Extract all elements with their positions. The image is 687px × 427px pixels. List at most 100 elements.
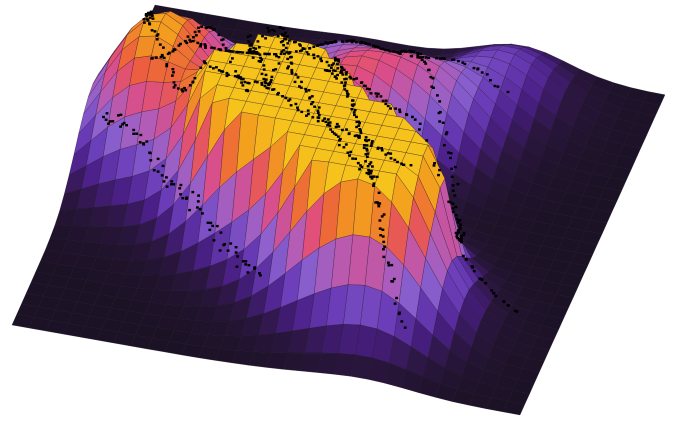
trail-point [372,185,375,187]
trail-point [376,176,379,178]
trail-point [307,109,310,111]
trail-point [229,61,232,63]
trail-point [166,185,169,187]
trail-point [248,52,251,54]
trail-point [387,262,390,264]
trail-point [398,109,401,111]
trail-point [382,229,385,231]
trail-point [151,15,154,17]
trail-point [460,239,463,241]
trail-point [382,248,385,250]
trail-point [174,84,177,86]
trail-point [351,157,354,159]
trail-point [486,73,489,75]
trail-point [273,53,276,55]
trail-point [399,111,402,113]
trail-point [400,320,403,322]
trail-point [148,152,151,154]
trail-point [132,133,135,135]
trail-point [460,235,463,237]
trail-point [220,231,223,233]
trail-point [388,264,391,266]
trail-point [197,200,200,202]
trail-point [489,79,492,81]
trail-point [139,134,142,136]
trail-point [380,95,383,97]
trail-point [239,76,242,78]
trail-point [425,56,428,58]
trail-point [241,51,244,53]
trail-point [329,125,332,127]
trail-point [252,57,255,59]
trail-point [189,84,192,86]
trail-point [325,121,328,123]
trail-point [151,29,154,31]
trail-point [313,57,316,59]
trail-point [247,40,250,42]
trail-point [317,112,320,114]
trail-point [295,103,298,105]
trail-point [173,81,176,83]
trail-point [365,153,368,155]
trail-point [332,62,335,64]
trail-point [336,67,339,69]
trail-point [290,62,293,64]
trail-point [261,35,264,37]
trail-point [277,35,280,37]
trail-point [311,95,314,97]
trail-point [111,120,114,122]
trail-point [457,221,460,223]
trail-point [147,19,150,21]
trail-point [393,159,396,161]
trail-point [125,124,128,126]
trail-point [341,129,344,131]
trail-point [348,132,351,134]
trail-point [219,249,222,251]
trail-point [163,57,166,59]
trail-point [410,164,413,166]
trail-point [283,53,286,55]
trail-point [438,100,441,102]
trail-point [378,202,381,204]
trail-point [258,46,261,48]
trail-point [323,117,326,119]
trail-point [382,256,385,258]
trail-point [375,92,378,94]
trail-point [345,143,348,145]
trail-point [299,50,302,52]
trail-point [265,74,268,76]
trail-point [390,264,393,266]
trail-point [317,55,320,57]
trail-point [452,203,455,205]
trail-point [355,77,358,79]
trail-point [387,105,390,107]
trail-point [213,239,216,241]
trail-point [262,78,265,80]
trail-point [341,40,344,42]
trail-point [242,78,245,80]
trail-point [389,152,392,154]
trail-point [204,47,207,49]
trail-point [396,161,399,163]
trail-point [405,113,408,115]
trail-point [213,47,216,49]
trail-point [455,214,458,216]
trail-point [358,137,361,139]
trail-point [200,26,203,28]
trail-point [199,67,202,69]
trail-point [428,69,431,71]
trail-point [291,72,294,74]
trail-point [216,225,219,227]
trail-point [376,95,379,97]
trail-point [165,176,168,178]
trail-point [336,123,339,125]
trail-point [334,70,337,72]
trail-point [184,89,187,91]
trail-point [380,147,383,149]
trail-point [240,81,243,83]
trail-point [449,201,452,203]
trail-point [151,57,154,59]
trail-point [290,56,293,58]
trail-point [187,35,190,37]
